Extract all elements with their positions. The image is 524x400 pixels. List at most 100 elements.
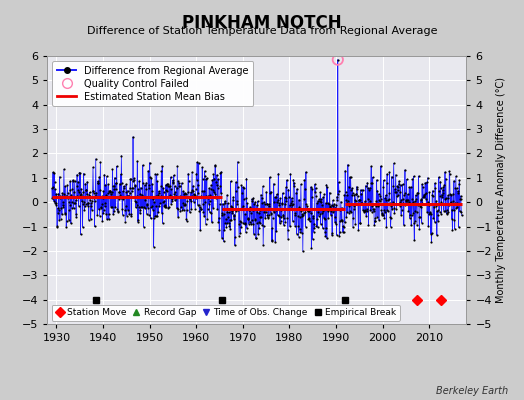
- Point: [114, 208, 122, 215]
- Point: [187, 206, 195, 212]
- Point: [133, 158, 141, 164]
- Point: [268, 238, 276, 245]
- Point: [102, 192, 111, 199]
- Point: [78, 193, 86, 199]
- Point: [315, 196, 323, 202]
- Point: [416, 203, 424, 209]
- Point: [242, 194, 250, 201]
- Point: [324, 208, 332, 214]
- Point: [78, 198, 86, 204]
- Point: [204, 194, 212, 201]
- Point: [202, 193, 211, 200]
- Point: [421, 190, 429, 197]
- Point: [445, 171, 454, 177]
- Point: [84, 217, 93, 223]
- Point: [223, 192, 231, 198]
- Point: [242, 229, 250, 236]
- Point: [407, 212, 416, 218]
- Point: [71, 197, 80, 204]
- Point: [270, 209, 279, 216]
- Point: [264, 214, 272, 220]
- Point: [160, 203, 168, 209]
- Point: [401, 202, 410, 208]
- Point: [80, 199, 88, 206]
- Point: [352, 191, 360, 197]
- Point: [266, 210, 275, 216]
- Point: [367, 180, 375, 186]
- Point: [278, 200, 287, 207]
- Point: [431, 185, 440, 191]
- Point: [247, 221, 255, 227]
- Point: [299, 210, 308, 216]
- Point: [114, 196, 123, 202]
- Point: [155, 188, 163, 195]
- Point: [63, 182, 72, 188]
- Point: [400, 192, 408, 198]
- Point: [113, 194, 121, 200]
- Point: [189, 188, 197, 194]
- Point: [81, 180, 90, 187]
- Point: [77, 191, 85, 197]
- Point: [123, 188, 132, 194]
- Point: [437, 198, 445, 205]
- Point: [122, 189, 130, 195]
- Point: [401, 167, 409, 173]
- Point: [232, 207, 241, 214]
- Point: [300, 196, 308, 202]
- Point: [66, 178, 74, 184]
- Point: [90, 223, 99, 230]
- Point: [417, 196, 425, 202]
- Point: [56, 194, 64, 201]
- Point: [372, 203, 380, 209]
- Point: [111, 180, 119, 187]
- Point: [296, 214, 304, 220]
- Point: [453, 200, 461, 206]
- Point: [155, 202, 163, 209]
- Point: [292, 206, 300, 212]
- Point: [417, 197, 425, 204]
- Point: [255, 218, 264, 225]
- Point: [222, 216, 230, 222]
- Point: [194, 182, 202, 188]
- Point: [235, 232, 243, 239]
- Point: [89, 188, 97, 194]
- Point: [336, 207, 345, 213]
- Point: [305, 218, 314, 224]
- Point: [318, 202, 326, 208]
- Point: [456, 193, 465, 199]
- Point: [143, 210, 151, 217]
- Point: [394, 186, 402, 193]
- Point: [79, 200, 87, 207]
- Point: [335, 233, 344, 239]
- Point: [386, 224, 395, 230]
- Point: [253, 202, 261, 209]
- Point: [158, 163, 166, 169]
- Point: [340, 192, 348, 198]
- Point: [319, 194, 327, 201]
- Point: [398, 206, 406, 213]
- Point: [359, 208, 368, 214]
- Point: [368, 208, 376, 215]
- Point: [119, 188, 127, 194]
- Point: [225, 216, 234, 223]
- Point: [313, 216, 321, 223]
- Point: [183, 207, 191, 214]
- Point: [70, 189, 79, 196]
- Point: [412, 196, 420, 202]
- Point: [71, 199, 79, 206]
- Point: [164, 182, 172, 189]
- Point: [436, 193, 444, 200]
- Point: [274, 170, 282, 177]
- Point: [292, 190, 300, 196]
- Point: [88, 198, 96, 204]
- Point: [103, 216, 111, 222]
- Point: [393, 183, 401, 189]
- Point: [372, 197, 380, 204]
- Point: [347, 192, 356, 198]
- Point: [104, 211, 113, 218]
- Point: [374, 202, 383, 208]
- Point: [277, 218, 285, 224]
- Point: [230, 213, 238, 220]
- Point: [225, 209, 233, 216]
- Point: [237, 182, 246, 189]
